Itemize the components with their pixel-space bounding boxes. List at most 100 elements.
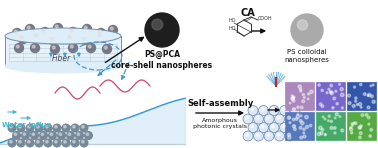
Circle shape [288,136,291,139]
Circle shape [300,90,302,92]
Circle shape [370,128,373,131]
Circle shape [293,100,295,102]
Circle shape [256,116,259,119]
Circle shape [259,123,268,132]
Circle shape [360,125,362,127]
Circle shape [351,123,353,125]
Circle shape [82,25,91,33]
Circle shape [299,88,302,90]
Circle shape [274,131,285,141]
Circle shape [243,114,253,124]
Circle shape [8,124,16,132]
Circle shape [354,122,357,124]
Circle shape [307,93,310,95]
Circle shape [330,91,332,94]
Circle shape [368,123,370,125]
Circle shape [359,132,362,135]
Circle shape [368,93,371,96]
Circle shape [271,125,274,128]
Circle shape [40,28,50,37]
Circle shape [285,131,295,141]
Circle shape [372,84,374,86]
Circle shape [13,132,20,139]
Circle shape [62,124,70,132]
Circle shape [335,117,336,119]
Circle shape [301,115,302,117]
Circle shape [353,122,355,124]
Text: Amorphous
photonic crystals: Amorphous photonic crystals [193,118,247,129]
Circle shape [25,25,34,33]
Circle shape [299,126,302,129]
Circle shape [35,124,43,132]
Circle shape [54,24,62,33]
Circle shape [290,106,300,115]
Circle shape [48,36,57,45]
Circle shape [291,95,293,96]
Bar [347,82,376,110]
Circle shape [348,94,350,97]
Circle shape [55,141,57,143]
Circle shape [298,85,302,88]
Circle shape [358,103,362,106]
Circle shape [52,46,55,49]
Circle shape [28,126,30,128]
Circle shape [71,139,79,147]
Circle shape [28,141,30,143]
Circle shape [370,85,372,87]
Circle shape [70,45,73,48]
Circle shape [367,116,370,119]
Circle shape [352,125,353,127]
Circle shape [367,94,369,97]
Circle shape [31,132,38,139]
Text: PS@PCA
core-shell nanospheres: PS@PCA core-shell nanospheres [112,50,212,70]
Circle shape [336,103,338,105]
Text: Self-assembly: Self-assembly [187,99,253,108]
Circle shape [82,37,85,40]
Circle shape [16,45,19,48]
Circle shape [295,118,298,120]
Circle shape [320,132,323,135]
Circle shape [82,141,84,143]
Circle shape [300,136,303,139]
Circle shape [360,106,362,108]
Circle shape [356,104,358,106]
Circle shape [305,125,308,128]
Circle shape [31,44,39,53]
Circle shape [266,116,270,119]
Circle shape [264,114,274,124]
Circle shape [32,45,35,48]
Circle shape [64,126,66,128]
Circle shape [80,124,88,132]
Circle shape [59,133,62,136]
Circle shape [50,37,53,40]
Circle shape [73,141,75,143]
Circle shape [35,139,43,147]
Circle shape [87,44,96,53]
Circle shape [68,35,71,38]
Circle shape [369,135,372,137]
Circle shape [297,106,299,108]
Circle shape [318,84,320,86]
Circle shape [352,104,355,108]
Circle shape [326,92,328,94]
Circle shape [350,127,352,129]
Circle shape [70,29,73,32]
Circle shape [98,34,101,37]
Circle shape [330,90,332,92]
Circle shape [19,34,28,44]
Circle shape [321,128,324,131]
Circle shape [332,107,334,109]
Circle shape [291,97,294,99]
Circle shape [53,124,61,132]
Circle shape [254,131,263,141]
Circle shape [14,44,23,53]
Circle shape [104,46,107,49]
Circle shape [341,107,344,109]
Circle shape [303,135,306,138]
Circle shape [46,126,48,128]
Circle shape [310,90,313,94]
Circle shape [62,139,70,147]
Circle shape [293,97,294,99]
Bar [347,112,376,140]
Circle shape [44,139,52,147]
